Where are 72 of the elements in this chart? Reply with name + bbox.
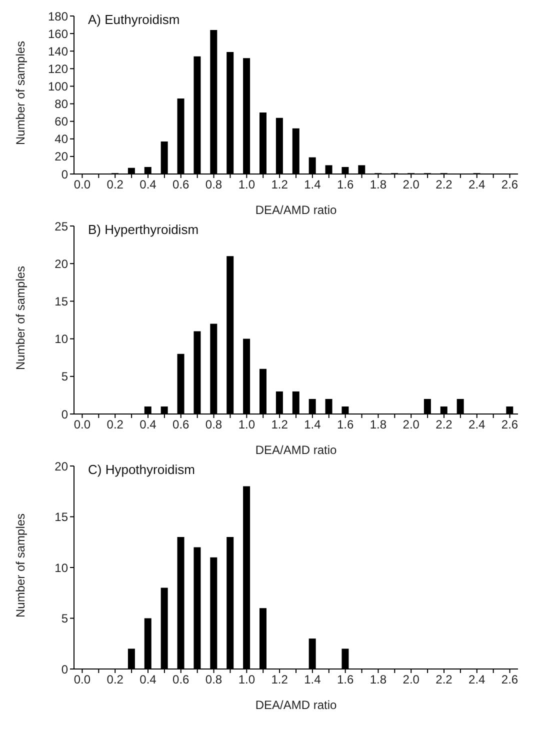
y-tick-label: 20 (54, 256, 68, 271)
x-tick-label: 1.0 (238, 418, 256, 432)
x-axis-title: DEA/AMD ratio (255, 443, 337, 457)
x-tick-label: 0.0 (74, 672, 91, 687)
x-tick-label: 1.2 (271, 178, 288, 192)
x-tick-label: 2.2 (436, 178, 453, 192)
y-tick-label: 40 (54, 132, 68, 146)
x-tick-label: 0.0 (74, 418, 91, 432)
y-tick-label: 15 (54, 294, 68, 308)
x-tick-label: 1.6 (336, 672, 354, 687)
x-tick-label: 2.4 (468, 178, 486, 192)
y-tick-label: 25 (54, 219, 68, 234)
y-tick-label: 10 (54, 560, 68, 575)
y-tick-label: 100 (48, 79, 68, 94)
x-tick-label: 2.6 (501, 178, 518, 192)
y-tick-label: 0 (61, 662, 68, 676)
x-tick-label: 0.4 (140, 672, 157, 687)
x-tick-label: 2.2 (436, 672, 453, 687)
x-tick-label: 1.8 (370, 672, 387, 687)
x-tick-label: 2.0 (402, 672, 420, 687)
x-tick-label: 2.0 (402, 178, 420, 192)
y-tick-label: 20 (54, 150, 68, 164)
x-tick-label: 0.2 (106, 418, 124, 432)
x-axis-title: DEA/AMD ratio (255, 203, 337, 217)
x-tick-label: 1.0 (238, 672, 256, 687)
x-tick-label: 1.2 (271, 418, 288, 432)
y-tick-label: 5 (61, 612, 68, 626)
y-tick-label: 120 (48, 62, 68, 76)
x-tick-label: 1.6 (336, 418, 354, 432)
y-tick-label: 80 (54, 97, 68, 112)
x-tick-label: 2.4 (468, 672, 486, 687)
x-tick-label: 1.4 (304, 178, 322, 192)
x-tick-label: 1.4 (304, 672, 322, 687)
x-tick-label: 0.0 (74, 178, 91, 192)
chart-title: C) Hypothyroidism (88, 462, 195, 477)
x-tick-label: 0.6 (172, 418, 190, 432)
y-tick-label: 140 (48, 44, 68, 58)
x-tick-label: 0.6 (172, 178, 190, 192)
chart-title: B) Hyperthyroidism (88, 222, 199, 237)
x-tick-label: 2.6 (501, 418, 518, 432)
x-tick-label: 0.6 (172, 672, 190, 687)
y-tick-label: 5 (61, 370, 68, 384)
x-tick-label: 0.4 (140, 178, 157, 192)
x-tick-label: 0.8 (205, 418, 222, 432)
x-tick-label: 2.2 (436, 418, 453, 432)
x-axis-title: DEA/AMD ratio (255, 698, 337, 712)
x-tick-label: 0.4 (140, 418, 157, 432)
y-tick-label: 60 (54, 114, 68, 129)
x-tick-label: 2.6 (501, 672, 518, 687)
y-tick-label: 0 (61, 407, 68, 422)
y-tick-label: 180 (48, 9, 68, 24)
x-tick-label: 1.4 (304, 418, 322, 432)
y-tick-label: 10 (54, 332, 68, 346)
x-tick-label: 2.4 (468, 418, 486, 432)
x-tick-label: 1.6 (336, 178, 354, 192)
y-axis-title: Number of samples (13, 513, 28, 618)
x-tick-label: 0.2 (106, 672, 124, 687)
x-tick-label: 1.0 (238, 178, 256, 192)
x-tick-label: 0.2 (106, 178, 124, 192)
x-tick-label: 0.8 (205, 672, 222, 687)
y-axis-title: Number of samples (13, 40, 28, 145)
x-tick-label: 1.8 (370, 178, 387, 192)
x-tick-label: 0.8 (205, 178, 222, 192)
y-tick-label: 160 (48, 26, 68, 41)
x-tick-label: 2.0 (402, 418, 420, 432)
y-axis-title: Number of samples (13, 266, 28, 370)
y-tick-label: 15 (54, 510, 68, 524)
x-tick-label: 1.2 (271, 672, 288, 687)
y-tick-label: 0 (61, 167, 68, 182)
x-tick-label: 1.8 (370, 418, 387, 432)
chart-title: A) Euthyroidism (88, 12, 180, 27)
y-tick-label: 20 (54, 459, 68, 474)
